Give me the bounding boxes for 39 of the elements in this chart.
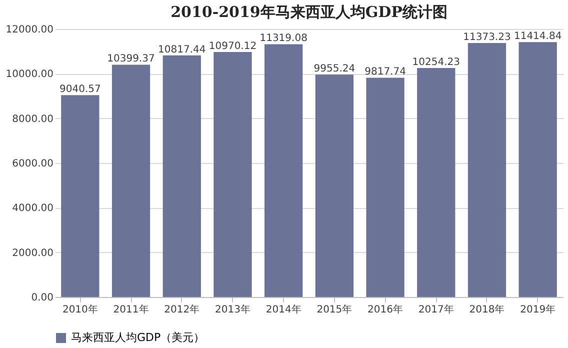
bar: [112, 64, 150, 297]
data-label: 9955.24: [314, 64, 356, 75]
data-label: 9040.57: [59, 84, 101, 96]
x-tick-label: 2015年: [316, 304, 352, 316]
x-tick-label: 2010年: [62, 304, 98, 316]
data-label: 9817.74: [364, 66, 406, 78]
bar: [417, 68, 456, 297]
data-label: 11414.84: [514, 31, 562, 42]
x-tick-label: 2019年: [520, 304, 556, 316]
data-label: 10254.23: [412, 56, 460, 68]
data-label: 11373.23: [463, 32, 511, 43]
y-tick-label: 8000.00: [12, 114, 54, 125]
x-tick-label: 2016年: [368, 304, 404, 316]
x-tick-label: 2017年: [418, 304, 454, 316]
bar: [214, 52, 252, 297]
bar: [366, 78, 404, 297]
data-label: 10970.12: [208, 41, 257, 52]
chart-title: 2010-2019年马来西亚人均GDP统计图: [170, 3, 448, 21]
y-tick-label: 2000.00: [12, 248, 54, 259]
bar: [518, 42, 557, 297]
bar: [315, 74, 354, 297]
x-tick-label: 2018年: [469, 304, 505, 316]
legend-label: 马来西亚人均GDP（美元）: [71, 331, 205, 344]
x-tick-label: 2014年: [266, 304, 302, 316]
data-label: 10399.37: [107, 54, 155, 65]
y-tick-label: 6000.00: [12, 158, 54, 170]
y-tick-label: 4000.00: [12, 203, 54, 214]
x-tick-label: 2011年: [113, 304, 149, 316]
x-tick-label: 2012年: [164, 304, 200, 316]
y-tick-label: 10000.00: [6, 69, 54, 80]
y-tick-label: 12000.00: [6, 24, 54, 36]
bar: [61, 95, 100, 297]
data-label: 11319.08: [260, 33, 308, 44]
data-label: 10817.44: [158, 44, 206, 56]
y-tick-label: 0.00: [31, 292, 54, 304]
x-tick-label: 2013年: [214, 304, 250, 316]
bar: [162, 55, 201, 297]
bar: [468, 43, 506, 297]
bar: [264, 44, 303, 297]
